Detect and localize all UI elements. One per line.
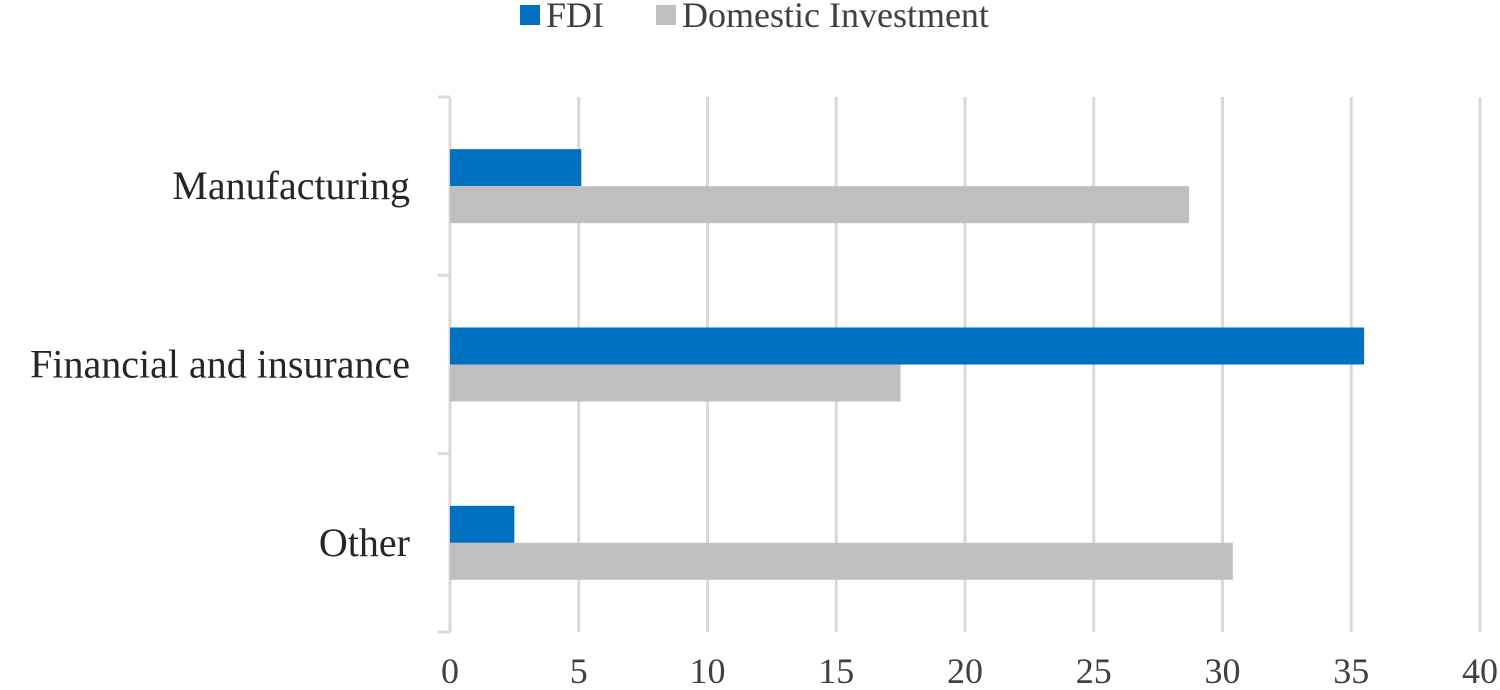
category-label-manufacturing: Manufacturing bbox=[172, 163, 410, 208]
legend: FDI Domestic Investment bbox=[520, 0, 989, 35]
legend-swatch-domestic-investment bbox=[656, 5, 676, 25]
x-tick-label-15: 15 bbox=[818, 651, 854, 690]
x-tick-label-20: 20 bbox=[947, 651, 983, 690]
bar-domestic-investment-other bbox=[450, 542, 1233, 580]
bar-domestic-investment-manufacturing bbox=[450, 186, 1190, 224]
x-tick-label-25: 25 bbox=[1076, 651, 1112, 690]
category-label-financial-and-insurance: Financial and insurance bbox=[30, 342, 410, 387]
x-tick-label-5: 5 bbox=[570, 651, 588, 690]
x-tick-label-0: 0 bbox=[441, 651, 459, 690]
x-tick-label-35: 35 bbox=[1333, 651, 1369, 690]
legend-swatch-fdi bbox=[520, 5, 540, 25]
x-tick-label-10: 10 bbox=[690, 651, 726, 690]
bars bbox=[450, 149, 1365, 580]
bar-fdi-manufacturing bbox=[450, 149, 582, 187]
x-tick-label-40: 40 bbox=[1462, 651, 1498, 690]
x-tick-label-30: 30 bbox=[1205, 651, 1241, 690]
legend-label-fdi: FDI bbox=[546, 0, 604, 35]
bar-fdi-other bbox=[450, 505, 515, 543]
category-axis bbox=[438, 95, 452, 634]
category-label-other: Other bbox=[319, 520, 410, 565]
bar-fdi-financial-and-insurance bbox=[450, 327, 1365, 365]
x-tick-labels: 0 5 10 15 20 25 30 35 40 bbox=[441, 651, 1498, 690]
legend-label-domestic-investment: Domestic Investment bbox=[682, 0, 989, 35]
category-labels: Manufacturing Financial and insurance Othe… bbox=[30, 163, 410, 565]
bar-domestic-investment-financial-and-insurance bbox=[450, 364, 901, 402]
